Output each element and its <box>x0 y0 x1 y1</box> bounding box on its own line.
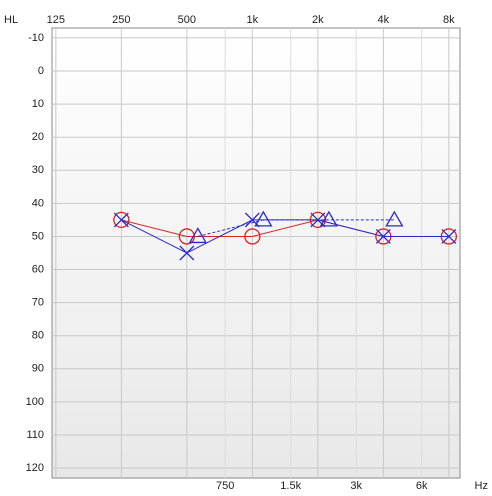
x-tick-label: 3k <box>350 480 362 492</box>
x-tick-label: 1k <box>247 14 259 26</box>
y-tick-label: 10 <box>32 98 44 110</box>
y-tick-label: 30 <box>32 164 44 176</box>
series-line <box>197 219 395 237</box>
y-tick-label: -10 <box>28 32 44 44</box>
y-tick-label: 90 <box>32 363 44 375</box>
y-tick-label: 70 <box>32 297 44 309</box>
marker-circle <box>178 228 196 245</box>
marker-circle <box>244 228 261 245</box>
y-tick-label: 50 <box>32 230 44 242</box>
x-tick-label: 250 <box>112 14 130 26</box>
marker-cross <box>244 212 260 228</box>
x-tick-label: 2k <box>312 14 324 26</box>
marker-cross <box>179 245 195 261</box>
x-tick-label: 500 <box>178 14 196 26</box>
x-tick-label: 6k <box>416 480 428 492</box>
y-tick-label: 20 <box>32 131 44 143</box>
x-tick-label: 4k <box>378 14 390 26</box>
series-line <box>121 219 449 254</box>
y-tick-label: 60 <box>32 263 44 275</box>
marker-cross <box>441 228 457 244</box>
x-tick-label: 750 <box>216 480 234 492</box>
marker-cross <box>375 228 391 244</box>
y-tick-label: 110 <box>26 429 44 441</box>
x-axis-label: Hz <box>475 480 488 492</box>
x-tick-label: 125 <box>47 14 65 26</box>
plot-area <box>51 27 461 479</box>
marker-circle <box>113 211 130 229</box>
y-tick-label: 100 <box>26 396 44 408</box>
y-axis-label: HL <box>4 14 18 26</box>
marker-triangle <box>319 210 338 227</box>
marker-triangle <box>254 210 273 227</box>
x-tick-label: 8k <box>443 14 455 26</box>
y-tick-label: 80 <box>32 330 44 342</box>
marker-cross <box>113 212 129 228</box>
x-tick-label: 1.5k <box>280 480 301 492</box>
marker-triangle <box>385 210 404 227</box>
y-tick-label: 0 <box>38 65 44 77</box>
y-tick-label: 40 <box>32 197 44 209</box>
marker-triangle <box>188 227 207 244</box>
y-tick-label: 120 <box>26 462 44 474</box>
